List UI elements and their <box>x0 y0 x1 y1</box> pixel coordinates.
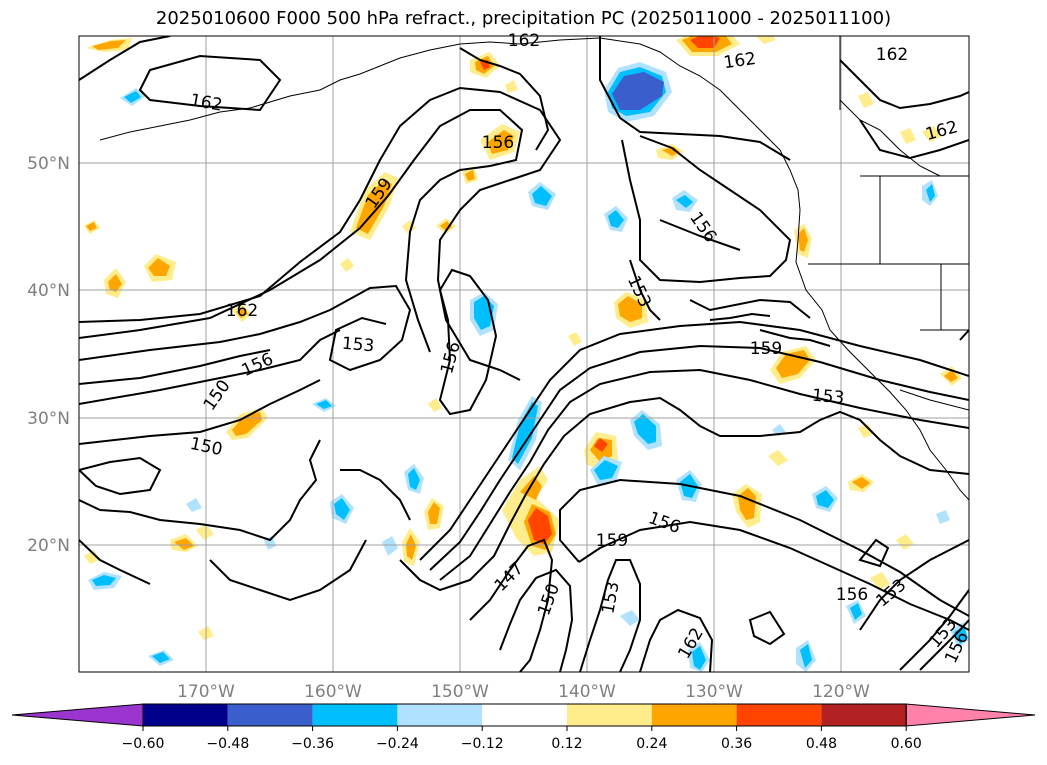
contour-label: 156 <box>836 585 868 605</box>
contour-label: 153 <box>341 334 375 357</box>
contour-label: 153 <box>598 580 623 615</box>
contour-label: 162 <box>188 90 223 115</box>
contour-label: 159 <box>750 339 782 359</box>
contour-label: 156 <box>437 339 465 376</box>
colorbar-segment <box>736 704 822 726</box>
colorbar-tick-label: 0.48 <box>806 736 837 752</box>
colorbar-extend-low <box>11 703 144 727</box>
longitude-labels: 170°W 160°W 150°W 140°W 130°W 120°W <box>177 682 870 702</box>
precip-shading <box>84 36 969 672</box>
colorbar-tick-label: 0.12 <box>551 736 582 752</box>
colorbar-frame <box>142 703 907 727</box>
contour-label: 156 <box>482 133 514 153</box>
contour-label: 162 <box>722 49 757 73</box>
colorbar-tick-label: −0.48 <box>206 736 249 752</box>
contour-label: 150 <box>534 581 564 618</box>
plot-frame <box>78 35 970 673</box>
colorbar-segment <box>567 704 652 726</box>
contour-label: 162 <box>876 45 908 65</box>
chart-title: 2025010600 F000 500 hPa refract., precip… <box>155 8 892 29</box>
lat-label: 20°N <box>27 536 70 556</box>
contour-label: 162 <box>923 117 960 145</box>
colorbar-tick-label: 0.24 <box>636 736 667 752</box>
contour-label: 156 <box>239 349 277 381</box>
colorbar-segment <box>143 704 228 726</box>
colorbar-tick-label: 0.60 <box>891 736 922 752</box>
contour-label: 156 <box>646 508 683 538</box>
contour-label: 162 <box>508 31 540 51</box>
colorbar-segment <box>651 704 737 726</box>
contour-label: 159 <box>596 531 628 551</box>
lon-label: 140°W <box>558 682 616 702</box>
colorbar-segment <box>397 704 483 726</box>
colorbar-tick-label: −0.36 <box>291 736 334 752</box>
contour-label: 150 <box>188 434 224 460</box>
contour-label: 153 <box>811 386 845 409</box>
contour-lines <box>79 36 969 672</box>
colorbar-segment <box>821 704 907 726</box>
colorbar-tick-label: −0.60 <box>122 736 165 752</box>
lon-label: 130°W <box>685 682 743 702</box>
colorbar-segment <box>482 704 567 726</box>
colorbar-extend-high <box>905 703 1036 727</box>
colorbar-tick-label: −0.12 <box>461 736 504 752</box>
lon-label: 160°W <box>304 682 362 702</box>
coastlines <box>99 36 969 501</box>
colorbar-segment <box>312 704 398 726</box>
lon-label: 150°W <box>431 682 489 702</box>
lon-label: 120°W <box>812 682 870 702</box>
lat-label: 30°N <box>27 409 70 429</box>
contour-label: 162 <box>226 301 258 321</box>
colorbar-tick-label: −0.24 <box>376 736 419 752</box>
lat-label: 40°N <box>27 281 70 301</box>
colorbar-tick-label: 0.36 <box>721 736 752 752</box>
latitude-labels: 50°N 40°N 30°N 20°N <box>27 154 70 556</box>
contour-label: 150 <box>200 376 235 414</box>
lat-label: 50°N <box>27 154 70 174</box>
colorbar: −0.60 −0.48 −0.36 −0.24 −0.12 0.12 0.24 0.36 0.4… <box>11 703 1036 752</box>
colorbar-segment <box>227 704 313 726</box>
lon-label: 170°W <box>177 682 235 702</box>
